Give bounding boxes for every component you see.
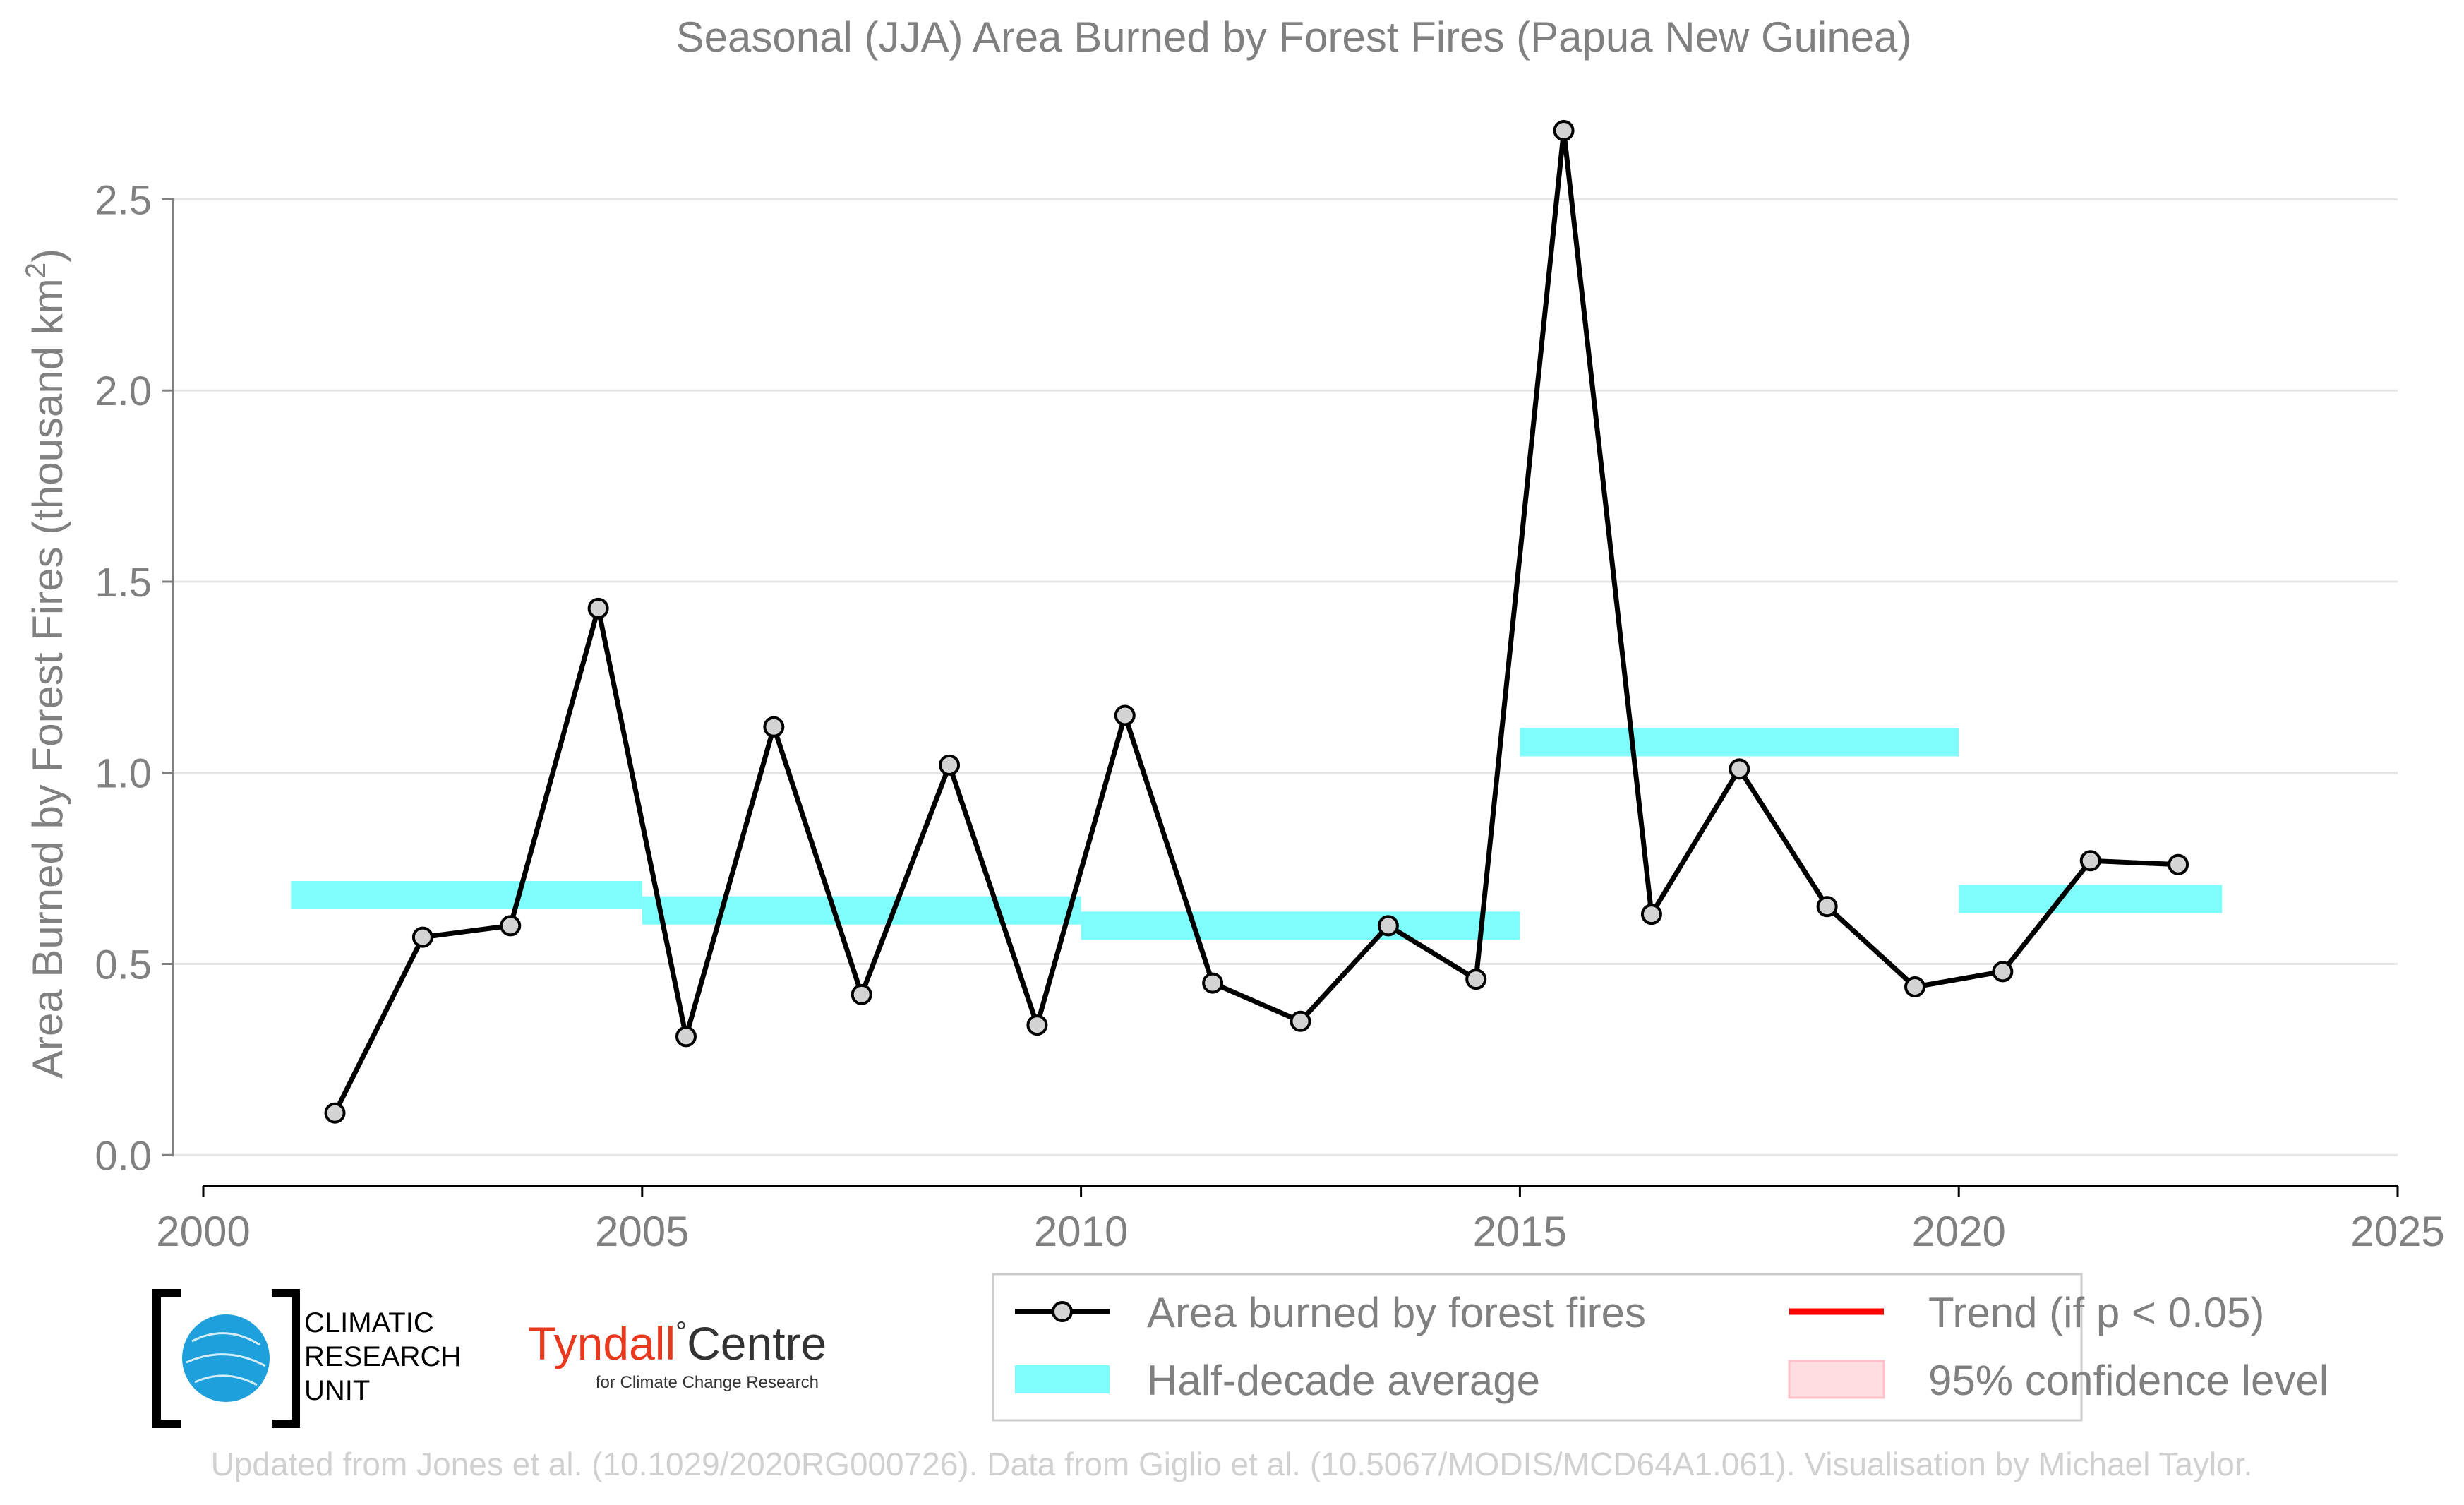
data-point	[2168, 853, 2189, 875]
footer-credit: Updated from Jones et al. (10.1029/2020R…	[211, 1446, 2253, 1482]
data-point	[2079, 850, 2101, 872]
legend-label-trend: Trend (if p < 0.05)	[1928, 1289, 2264, 1336]
legend-box	[992, 1273, 2083, 1422]
tyndall-logo: Tyndall°Centre for Climate Change Resear…	[528, 1317, 827, 1392]
tyndall-logo-red: Tyndall	[528, 1317, 675, 1369]
x-tick-label: 2015	[1473, 1208, 1567, 1255]
chart-title: Seasonal (JJA) Area Burned by Forest Fir…	[676, 13, 1912, 61]
data-point	[587, 597, 609, 619]
legend-marker-swatch	[1052, 1301, 1073, 1322]
legend-label-series: Area burned by forest fires	[1147, 1289, 1646, 1336]
y-axis-title-superscript: 2	[20, 263, 52, 278]
data-point	[1202, 972, 1224, 994]
legend-item-series: Area burned by forest fires	[1015, 1289, 1646, 1336]
area-burned-line	[332, 130, 2179, 1115]
y-tick-label: 0.5	[95, 942, 152, 988]
data-point	[324, 1102, 346, 1124]
legend-average-swatch	[1015, 1365, 1110, 1393]
y-axis-title-close: )	[24, 248, 71, 263]
data-point	[1816, 896, 1838, 918]
data-point	[1026, 1014, 1048, 1036]
data-point	[500, 915, 522, 937]
data-point	[763, 716, 785, 738]
y-tick-label: 1.0	[95, 751, 152, 797]
tyndall-logo-dark: Centre	[687, 1317, 827, 1369]
legend-item-trend: Trend (if p < 0.05)	[1789, 1289, 2264, 1336]
grid-lines	[173, 198, 2398, 1156]
data-point	[1992, 961, 2014, 983]
cru-logo-left-bracket	[152, 1289, 181, 1428]
x-tick-label: 2005	[595, 1208, 689, 1255]
data-point	[1904, 976, 1926, 997]
half-decade-average-bar	[1081, 911, 1520, 940]
series-line	[332, 130, 2179, 1115]
half-decade-average-bar	[642, 896, 1081, 925]
x-tick-label: 2000	[156, 1208, 250, 1255]
y-axis-title: Area Burned by Forest Fires (thousand km…	[20, 248, 71, 1079]
cru-logo-line2: RESEARCH	[304, 1341, 461, 1372]
half-decade-average-bands	[291, 728, 2223, 940]
axes: 0.0 0.5 1.0 1.5 2.0 2.5 2000 2005 2010 2015 2020 20…	[95, 177, 2444, 1255]
tyndall-logo-name: Tyndall°Centre	[528, 1317, 827, 1369]
cru-logo-right-bracket	[272, 1289, 300, 1428]
y-tick-label: 1.5	[95, 560, 152, 606]
y-tick-label: 2.5	[95, 177, 152, 223]
half-decade-average-bar	[1959, 885, 2223, 913]
series-points	[324, 119, 2189, 1124]
tyndall-logo-degree: °	[675, 1317, 687, 1348]
data-point	[1114, 704, 1136, 726]
data-point	[411, 926, 433, 948]
data-point	[1377, 915, 1399, 937]
half-decade-average-bar	[291, 881, 642, 910]
legend-item-average: Half-decade average	[1015, 1357, 1540, 1404]
data-point	[851, 983, 872, 1005]
legend: Area burned by forest fires Trend (if p …	[992, 1273, 2328, 1422]
tyndall-logo-subtitle: for Climate Change Research	[596, 1373, 819, 1392]
data-point	[1290, 1010, 1311, 1032]
y-tick-label: 2.0	[95, 368, 152, 414]
data-point	[1553, 119, 1575, 141]
legend-confidence-swatch	[1788, 1360, 1885, 1399]
legend-item-confidence: 95% confidence level	[1788, 1357, 2328, 1404]
x-tick-label: 2010	[1034, 1208, 1128, 1255]
cru-logo-line3: UNIT	[304, 1375, 370, 1406]
cru-logo: CLIMATIC RESEARCH UNIT	[152, 1289, 461, 1428]
data-point	[1465, 969, 1487, 990]
y-axis-title-main: Area Burned by Forest Fires (thousand km	[24, 278, 71, 1079]
half-decade-average-bar	[1520, 728, 1959, 757]
data-point	[1640, 904, 1662, 925]
cru-logo-line1: CLIMATIC	[304, 1307, 434, 1338]
x-tick-label: 2020	[1911, 1208, 2005, 1255]
data-point	[1729, 758, 1750, 780]
data-point	[939, 754, 961, 776]
x-tick-label: 2025	[2350, 1208, 2444, 1255]
legend-label-average: Half-decade average	[1147, 1357, 1540, 1404]
legend-label-confidence: 95% confidence level	[1928, 1357, 2328, 1404]
y-tick-label: 0.0	[95, 1133, 152, 1179]
globe-icon-lines	[186, 1332, 266, 1386]
data-point	[675, 1026, 697, 1048]
